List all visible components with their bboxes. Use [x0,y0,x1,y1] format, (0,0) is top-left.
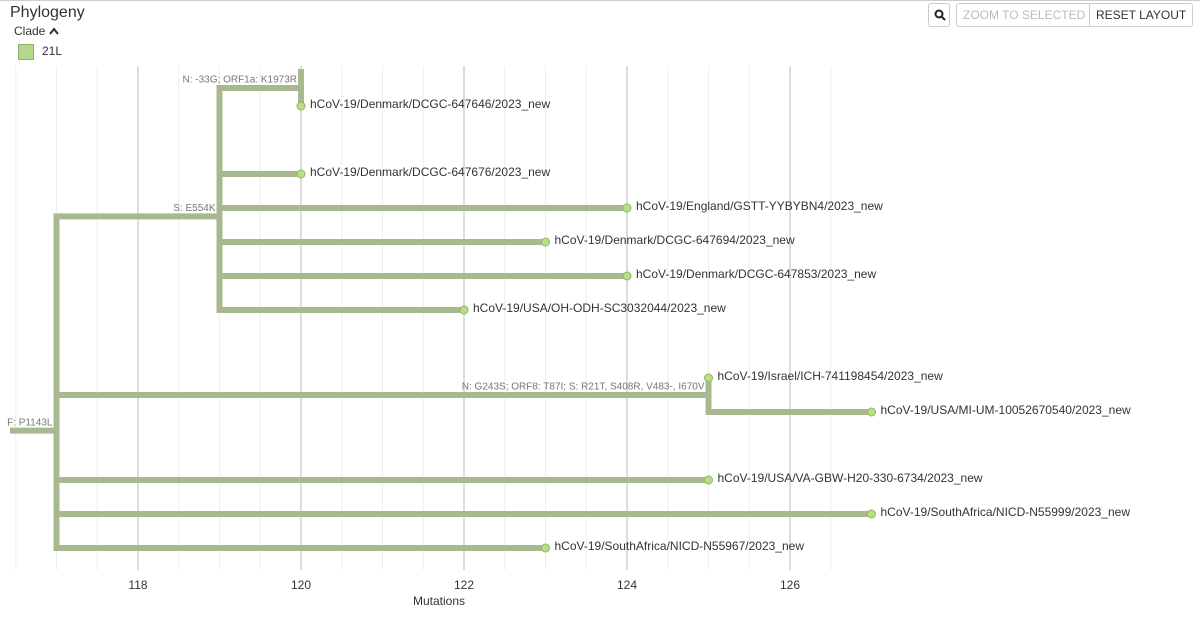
tip [541,543,550,553]
search-icon [934,9,946,21]
tip [867,509,876,519]
tip [704,475,713,485]
branch-label: N: -33G; ORF1a: K1973R [183,75,298,86]
tip-label: hCoV-19/England/GSTT-YYBYBN4/2023_new [636,199,883,213]
tip [867,407,876,417]
tip-label: hCoV-19/SouthAfrica/NICD-N55999/2023_new [881,505,1131,519]
tip-label: hCoV-19/Denmark/DCGC-647853/2023_new [636,267,876,281]
x-tick-label: 124 [617,578,637,592]
caret [48,27,59,35]
tip-label: hCoV-19/Denmark/DCGC-647694/2023_new [555,233,795,247]
branch-label: S: E554K [173,203,216,214]
x-tick-label: 118 [128,578,147,592]
search-button[interactable] [928,3,950,27]
legend-title-text: Clade [14,24,46,38]
reset-button[interactable]: RESET LAYOUT [1089,3,1194,27]
top-border [0,0,1200,1]
tip-label: hCoV-19/Denmark/DCGC-647646/2023_new [310,97,550,111]
tip [622,203,632,213]
tip-label: hCoV-19/SouthAfrica/NICD-N55967/2023_new [555,539,805,553]
branch-label: N: G243S; ORF8: T87I; S: R21T, S408R, V4… [462,382,705,393]
x-tick-label: 126 [780,578,800,592]
tip [459,305,469,315]
legend-swatch [18,44,34,60]
x-axis-label: Mutations [413,594,465,608]
branch-label: F: P1143L [7,417,53,428]
tip [541,237,550,247]
x-tick-label: 120 [291,578,311,592]
tip-label: hCoV-19/Denmark/DCGC-647676/2023_new [310,165,550,179]
legend-title[interactable]: Clade [14,24,59,38]
tip-label: hCoV-19/USA/VA-GBW-H20-330-6734/2023_new [718,471,983,485]
tip-label: hCoV-19/Israel/ICH-741198454/2023_new [718,369,944,383]
zoom-button[interactable]: ZOOM TO SELECTED [956,3,1093,27]
tip-label: hCoV-19/USA/OH-ODH-SC3032044/2023_new [473,301,726,315]
tip [622,271,632,281]
tip [296,101,306,111]
legend-label: 21L [42,44,63,58]
tip-label: hCoV-19/USA/MI-UM-10052670540/2023_new [881,403,1131,417]
tip [704,373,713,383]
x-tick-label: 122 [454,578,474,592]
panel-title: Phylogeny [10,4,85,21]
tip [296,169,306,179]
